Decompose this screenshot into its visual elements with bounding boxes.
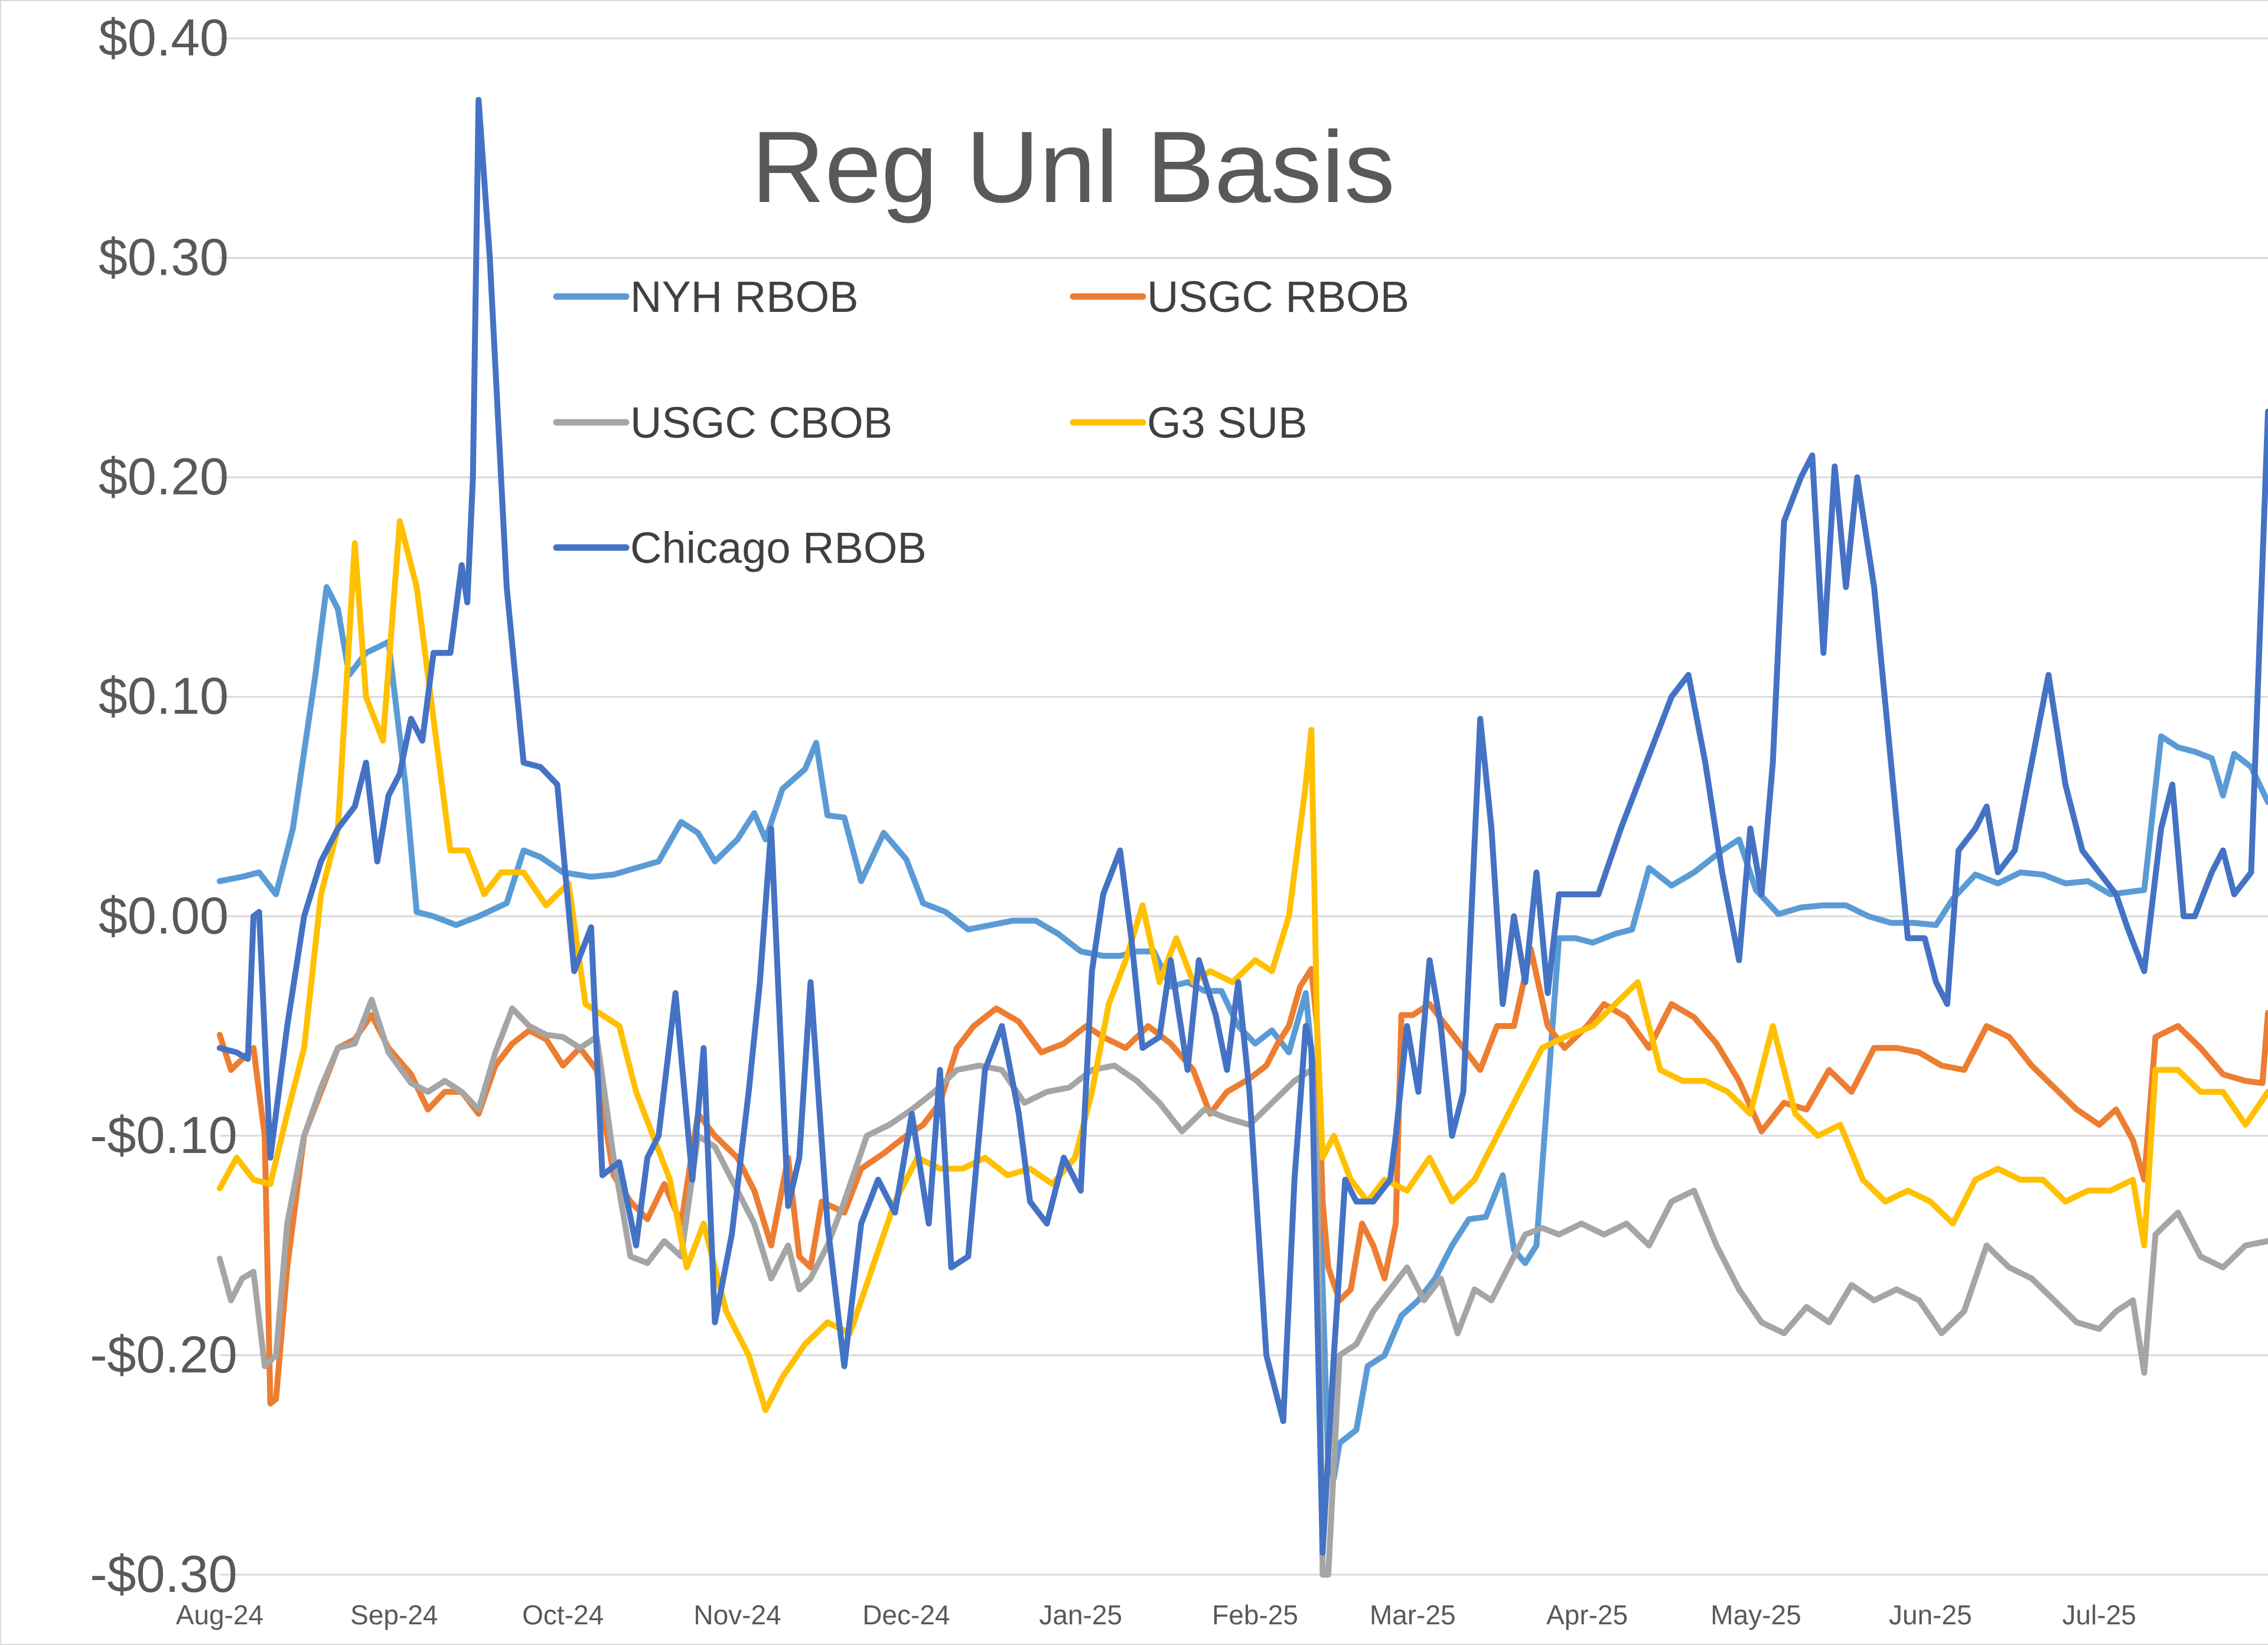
y-axis-tick-labels: $0.40 $0.30 $0.20 $0.10 $0.00 -$0.10 -$0.20 -$0… (90, 8, 237, 1603)
y-tick-label: $0.10 (99, 667, 229, 725)
y-tick-label: -$0.20 (90, 1325, 237, 1383)
x-tick-label: Jan-25 (1039, 1600, 1122, 1630)
x-tick-label: Jun-25 (1889, 1600, 1972, 1630)
y-tick-label: $0.30 (99, 228, 229, 286)
x-tick-label: May-25 (1710, 1600, 1801, 1630)
series-line-usgc-cbob (217, 996, 2268, 1578)
x-tick-label: Nov-24 (693, 1600, 781, 1630)
y-tick-label: -$0.10 (90, 1106, 237, 1164)
y-tick-label: $0.20 (99, 447, 229, 506)
legend-label: Chicago RBOB (630, 523, 927, 572)
x-axis-tick-labels: Aug-24 Sep-24 Oct-24 Nov-24 Dec-24 Jan-25 Feb-… (176, 1600, 2136, 1630)
x-tick-label: Aug-24 (176, 1600, 263, 1630)
chart-title: Reg Unl Basis (751, 110, 1395, 224)
x-tick-label: Mar-25 (1370, 1600, 1456, 1630)
x-tick-label: Jul-25 (2062, 1600, 2136, 1630)
legend: NYH RBOB USGC RBOB USGC CBOB G3 SUB Chicago … (553, 272, 1409, 572)
series-line-chicago-rbob (217, 97, 2268, 1556)
x-tick-label: Apr-25 (1546, 1600, 1628, 1630)
x-tick-label: Feb-25 (1212, 1600, 1298, 1630)
gridlines (220, 37, 2268, 1576)
legend-label: G3 SUB (1147, 398, 1307, 447)
series-lines (217, 97, 2268, 1578)
y-tick-label: $0.40 (99, 8, 229, 67)
legend-label: USGC RBOB (1147, 272, 1409, 321)
series-line-g3-sub (217, 518, 2268, 1413)
series-line-usgc-rbob (217, 946, 2268, 1407)
x-tick-label: Dec-24 (862, 1600, 950, 1630)
x-tick-label: Oct-24 (522, 1600, 604, 1630)
x-tick-label: Sep-24 (350, 1600, 438, 1630)
y-tick-label: $0.00 (99, 886, 229, 944)
legend-label: USGC CBOB (630, 398, 892, 447)
legend-label: NYH RBOB (630, 272, 859, 321)
y-tick-label: -$0.30 (90, 1545, 237, 1603)
